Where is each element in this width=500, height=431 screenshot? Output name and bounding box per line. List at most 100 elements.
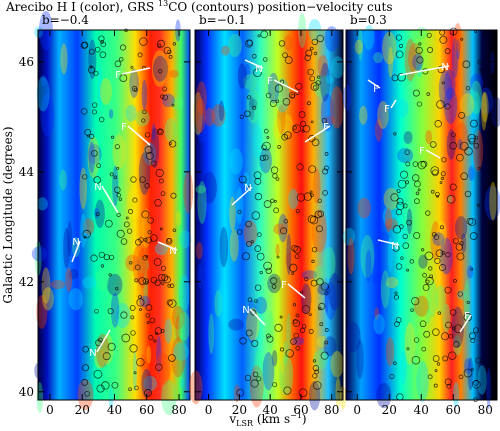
texture (320, 62, 330, 102)
texture (36, 294, 48, 329)
annotation-pointer (367, 79, 381, 89)
texture (267, 273, 282, 294)
contour (284, 56, 293, 65)
texture (155, 352, 171, 385)
contour (453, 278, 457, 283)
contour (324, 340, 329, 345)
annotation-pointer (287, 283, 306, 299)
contour (168, 299, 177, 308)
contour (397, 179, 407, 189)
contour (110, 135, 115, 139)
contour (131, 85, 138, 92)
contour (472, 327, 480, 334)
contour (91, 150, 98, 157)
texture (442, 303, 451, 333)
texture (228, 318, 244, 331)
contour (309, 190, 313, 194)
texture (72, 237, 81, 258)
contour (304, 277, 309, 282)
contour (290, 93, 295, 99)
contour (308, 328, 314, 334)
contour (273, 207, 280, 214)
contour (429, 274, 434, 279)
contour (441, 332, 450, 341)
contour (241, 252, 251, 261)
contour (143, 237, 148, 242)
texture (243, 74, 258, 90)
contour (283, 386, 292, 395)
contour (154, 198, 162, 207)
contour (440, 171, 446, 177)
contour (414, 180, 421, 188)
contour (91, 102, 98, 108)
texture (395, 98, 409, 118)
contour (157, 129, 163, 134)
contour (144, 389, 152, 397)
contour (269, 99, 277, 108)
contour (150, 276, 158, 284)
contour (99, 51, 107, 59)
texture (178, 274, 190, 312)
x-label-sup: −1 (290, 411, 302, 420)
contour (113, 175, 118, 180)
contour (277, 145, 281, 149)
texture (201, 171, 217, 204)
contour (81, 379, 89, 386)
contour (405, 161, 411, 167)
contour (402, 233, 408, 240)
contour (92, 109, 97, 115)
contour (402, 203, 408, 209)
contour (272, 382, 278, 388)
contour (425, 210, 431, 216)
contour (253, 68, 262, 78)
y-tick-label: 42 (19, 275, 34, 289)
contour (256, 252, 265, 261)
texture (404, 322, 416, 365)
contour (323, 165, 329, 171)
contour (134, 264, 141, 271)
contour (289, 263, 298, 273)
contour (142, 278, 150, 285)
contour (420, 160, 428, 168)
texture (195, 201, 204, 224)
texture (468, 166, 475, 181)
texture (460, 93, 475, 117)
contour (413, 337, 420, 343)
texture (80, 213, 87, 248)
contour (254, 245, 262, 252)
texture (286, 233, 292, 275)
contour (275, 177, 280, 181)
texture (141, 368, 152, 398)
contour (298, 388, 308, 398)
texture (208, 313, 215, 355)
contour (120, 238, 128, 245)
contour (463, 368, 473, 378)
texture (484, 185, 500, 221)
contour (295, 82, 303, 90)
panel (342, 23, 500, 410)
contour (439, 35, 448, 44)
contour (290, 338, 297, 345)
contour (316, 34, 325, 43)
annotation: F (121, 122, 127, 133)
texture (489, 181, 497, 221)
contour (311, 246, 318, 253)
contour (167, 49, 172, 54)
texture (453, 334, 462, 356)
texture (490, 96, 500, 128)
contour (456, 153, 464, 162)
contour (130, 330, 136, 336)
texture (228, 33, 242, 57)
texture (197, 181, 207, 224)
contour (259, 154, 266, 161)
contour (477, 59, 483, 65)
contour (245, 240, 252, 247)
texture (436, 221, 447, 245)
contour (160, 94, 165, 99)
contour (449, 141, 458, 150)
texture (161, 379, 177, 416)
annotation-pointer (377, 239, 400, 246)
texture (139, 295, 151, 308)
contour (312, 364, 319, 372)
